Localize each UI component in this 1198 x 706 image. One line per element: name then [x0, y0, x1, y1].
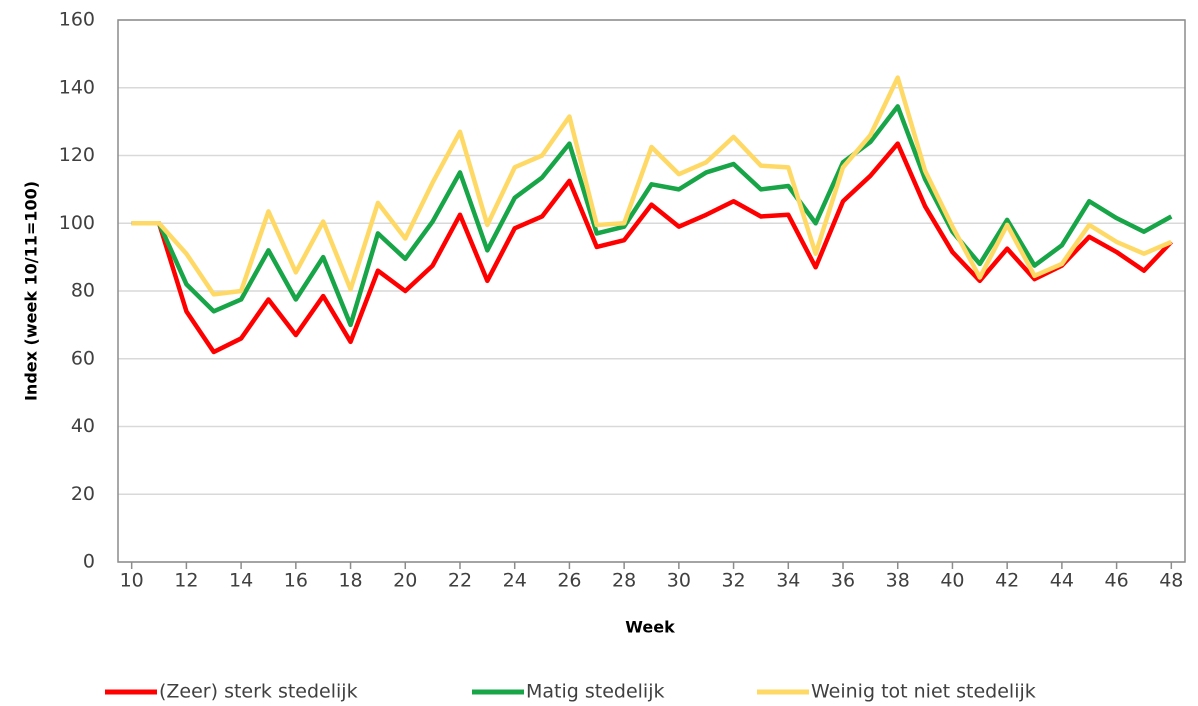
y-axis-label: Index (week 10/11=100) [22, 181, 41, 401]
x-tick-label: 36 [831, 570, 855, 592]
y-tick-label: 100 [59, 212, 95, 234]
y-tick-label: 120 [59, 144, 95, 166]
x-tick-label: 30 [667, 570, 691, 592]
line [131, 104, 1173, 328]
x-tick-label: 48 [1159, 570, 1183, 592]
x-tick-label: 16 [284, 570, 308, 592]
x-tick-label: 38 [886, 570, 910, 592]
legend-label: Matig stedelijk [526, 681, 665, 703]
x-tick-label: 46 [1105, 570, 1129, 592]
x-tick-label: 26 [557, 570, 581, 592]
legend-label: Weinig tot niet stedelijk [811, 681, 1036, 703]
x-tick-label: 20 [393, 570, 417, 592]
x-tick-label: 14 [229, 570, 253, 592]
x-tick-label: 18 [338, 570, 362, 592]
plot-border [117, 19, 1186, 563]
y-tick-label: 60 [71, 347, 95, 369]
line [131, 75, 1173, 297]
x-tick-label: 12 [174, 570, 198, 592]
y-tick-label: 140 [59, 76, 95, 98]
y-tick-label: 80 [71, 280, 95, 302]
x-axis-label: Week [625, 618, 675, 637]
line [131, 141, 1173, 355]
legend-label: (Zeer) sterk stedelijk [159, 681, 358, 703]
x-tick-label: 32 [721, 570, 745, 592]
x-tick-label: 10 [120, 570, 144, 592]
x-tick-label: 44 [1050, 570, 1074, 592]
y-tick-label: 20 [71, 483, 95, 505]
x-tick-label: 42 [995, 570, 1019, 592]
y-tick-label: 160 [59, 9, 95, 31]
y-tick-label: 40 [71, 415, 95, 437]
x-tick-label: 24 [503, 570, 527, 592]
y-tick-label: 0 [83, 551, 95, 573]
x-tick-label: 28 [612, 570, 636, 592]
x-tick-label: 34 [776, 570, 800, 592]
x-tick-label: 22 [448, 570, 472, 592]
x-tick-label: 40 [940, 570, 964, 592]
